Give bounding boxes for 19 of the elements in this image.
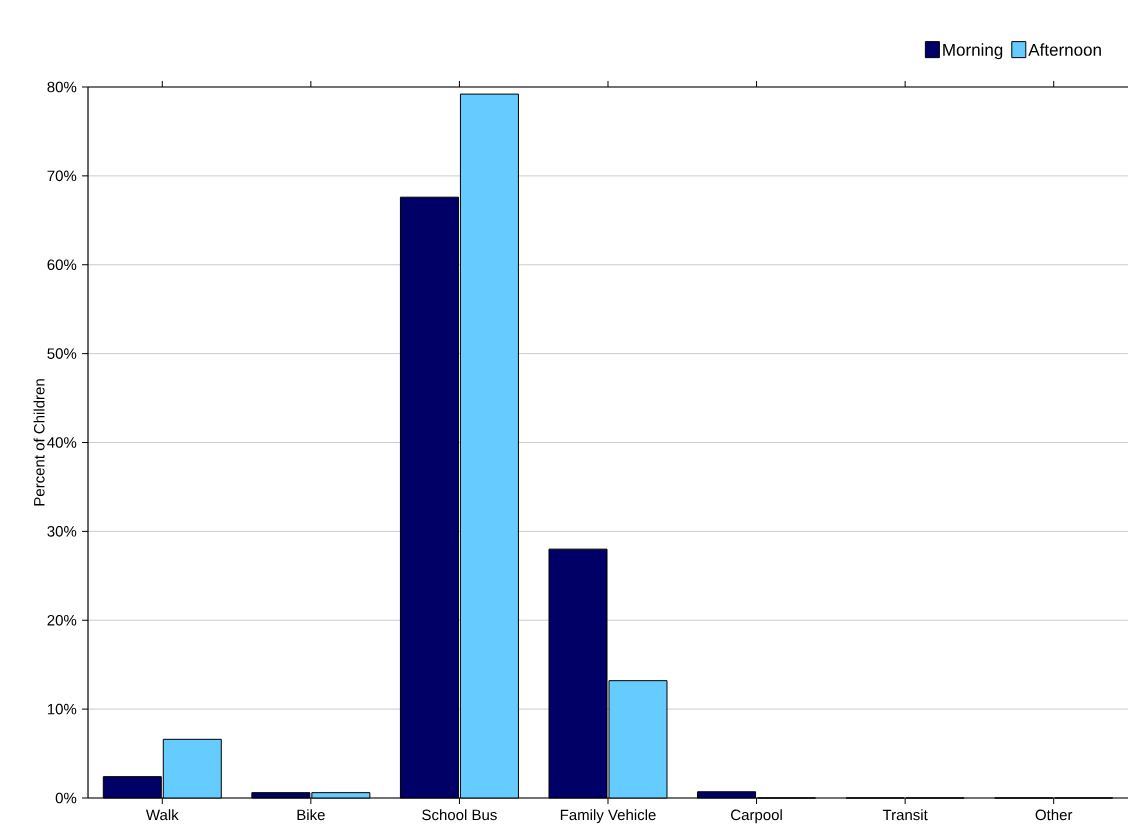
legend-label: Morning bbox=[943, 43, 1003, 60]
y-tick-label: 20% bbox=[47, 614, 77, 626]
legend-label: Afternoon bbox=[1028, 43, 1101, 56]
y-tick-label: 30% bbox=[47, 526, 77, 537]
x-tick-label: Carpool bbox=[731, 809, 782, 824]
x-tick-label: Family Vehicle bbox=[560, 809, 656, 824]
x-tick-label: School Bus bbox=[422, 809, 497, 821]
y-tick-label: 40% bbox=[47, 437, 77, 448]
y-axis-title: Percent of Children bbox=[33, 379, 45, 506]
x-tick-label: Bike bbox=[297, 809, 325, 821]
x-tick-label: Other bbox=[1035, 809, 1073, 821]
x-tick-label: Walk bbox=[145, 809, 179, 821]
y-tick-label: 80% bbox=[47, 81, 77, 93]
y-tick-label: 10% bbox=[47, 703, 77, 715]
y-tick-label: 60% bbox=[47, 259, 77, 271]
y-tick-label: 70% bbox=[47, 170, 77, 182]
x-tick-label: Transit bbox=[882, 809, 928, 821]
y-tick-label: 0% bbox=[55, 792, 77, 804]
y-tick-label: 50% bbox=[47, 348, 77, 359]
